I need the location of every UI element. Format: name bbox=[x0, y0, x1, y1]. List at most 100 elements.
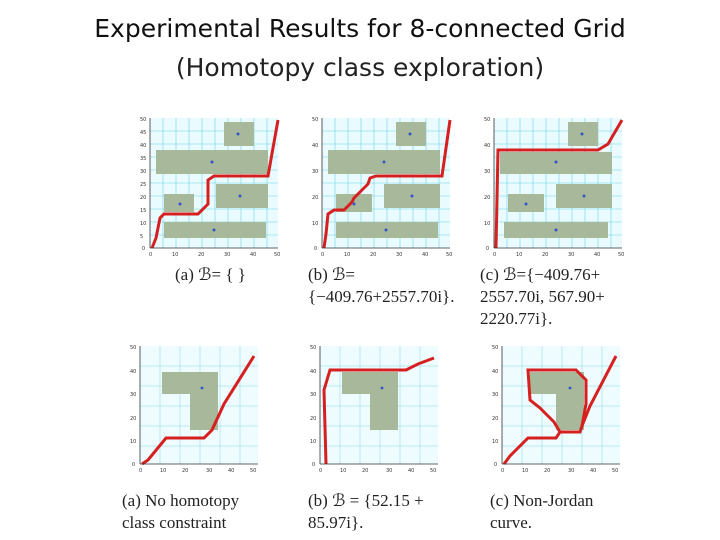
ytick: 20 bbox=[492, 416, 498, 422]
ytick: 50 bbox=[484, 117, 490, 123]
caption-line: class constraint bbox=[122, 513, 227, 532]
caption-line: (b) ℬ= bbox=[308, 265, 356, 284]
plot-top-c: 50 40 30 20 10 0 0 10 20 30 40 50 bbox=[482, 114, 632, 262]
ytick: 0 bbox=[142, 246, 145, 252]
ytick: 5 bbox=[140, 234, 143, 240]
xtick: 20 bbox=[370, 252, 376, 258]
xtick: 0 bbox=[493, 252, 496, 258]
xtick: 30 bbox=[568, 252, 574, 258]
ytick: 50 bbox=[130, 345, 136, 351]
caption-line: (c) ℬ={−409.76+ bbox=[480, 265, 601, 284]
xtick: 50 bbox=[250, 468, 256, 474]
xtick: 20 bbox=[182, 468, 188, 474]
xtick: 50 bbox=[430, 468, 436, 474]
plot-bottom-b: 50 40 30 20 10 0 0 10 20 30 40 50 bbox=[308, 342, 448, 478]
ytick: 30 bbox=[484, 169, 490, 175]
ytick: 10 bbox=[130, 439, 136, 445]
xtick: 40 bbox=[590, 468, 596, 474]
xtick: 10 bbox=[160, 468, 166, 474]
xtick: 40 bbox=[422, 252, 428, 258]
xtick: 30 bbox=[206, 468, 212, 474]
path-bottom-c-loop bbox=[526, 368, 588, 433]
ytick: 40 bbox=[492, 369, 498, 375]
caption-top-c: (c) ℬ={−409.76+ 2557.70i, 567.90+ 2220.7… bbox=[480, 264, 605, 330]
ytick: 30 bbox=[310, 392, 316, 398]
plot-bottom-a: 50 40 30 20 10 0 0 10 20 30 40 50 bbox=[128, 342, 268, 478]
xtick: 40 bbox=[228, 468, 234, 474]
ytick: 10 bbox=[310, 439, 316, 445]
xtick: 30 bbox=[396, 252, 402, 258]
plot-bottom-c: 50 40 30 20 10 0 0 10 20 30 40 50 bbox=[490, 342, 630, 478]
xtick: 50 bbox=[618, 252, 624, 258]
xtick: 40 bbox=[250, 252, 256, 258]
slide-title: Experimental Results for 8-connected Gri… bbox=[94, 14, 626, 43]
xtick: 40 bbox=[594, 252, 600, 258]
ytick: 50 bbox=[140, 117, 146, 123]
ytick: 50 bbox=[492, 345, 498, 351]
caption-line: {−409.76+2557.70i}. bbox=[308, 287, 455, 306]
xtick: 20 bbox=[362, 468, 368, 474]
xtick: 0 bbox=[319, 468, 322, 474]
ytick: 30 bbox=[140, 169, 146, 175]
ytick: 40 bbox=[312, 143, 318, 149]
ytick: 35 bbox=[140, 156, 146, 162]
xtick: 0 bbox=[139, 468, 142, 474]
ytick: 10 bbox=[140, 221, 146, 227]
xtick: 30 bbox=[224, 252, 230, 258]
xtick: 20 bbox=[542, 252, 548, 258]
ytick: 25 bbox=[140, 182, 146, 188]
ytick: 0 bbox=[132, 462, 135, 468]
caption-line: 85.97i}. bbox=[308, 513, 364, 532]
caption-top-a: (a) ℬ= { } bbox=[175, 264, 246, 286]
xtick: 10 bbox=[522, 468, 528, 474]
xtick: 30 bbox=[386, 468, 392, 474]
ytick: 20 bbox=[130, 416, 136, 422]
ytick: 30 bbox=[492, 392, 498, 398]
xtick: 20 bbox=[544, 468, 550, 474]
xtick: 10 bbox=[516, 252, 522, 258]
ytick: 0 bbox=[312, 462, 315, 468]
plot-top-a: 50 45 40 35 30 25 20 15 10 5 0 0 10 20 3… bbox=[138, 114, 288, 262]
path-top-b bbox=[322, 119, 452, 249]
xtick: 30 bbox=[568, 468, 574, 474]
ytick: 40 bbox=[130, 369, 136, 375]
ytick: 10 bbox=[484, 221, 490, 227]
ytick: 10 bbox=[312, 221, 318, 227]
path-top-c bbox=[494, 119, 624, 249]
ytick: 40 bbox=[484, 143, 490, 149]
ytick: 10 bbox=[492, 439, 498, 445]
ytick: 20 bbox=[484, 195, 490, 201]
caption-line: 2557.70i, 567.90+ bbox=[480, 287, 605, 306]
caption-line: (c) Non-Jordan bbox=[490, 491, 594, 510]
caption-top-b: (b) ℬ= {−409.76+2557.70i}. bbox=[308, 264, 454, 308]
ytick: 0 bbox=[314, 246, 317, 252]
xtick: 10 bbox=[340, 468, 346, 474]
ytick: 40 bbox=[310, 369, 316, 375]
caption-line: (b) ℬ = {52.15 + bbox=[308, 491, 424, 510]
path-bottom-b bbox=[322, 356, 435, 465]
xtick: 50 bbox=[274, 252, 280, 258]
xtick: 0 bbox=[149, 252, 152, 258]
ytick: 30 bbox=[312, 169, 318, 175]
xtick: 50 bbox=[446, 252, 452, 258]
xtick: 10 bbox=[344, 252, 350, 258]
ytick: 30 bbox=[130, 392, 136, 398]
caption-bottom-c: (c) Non-Jordan curve. bbox=[490, 490, 593, 534]
ytick: 15 bbox=[140, 208, 146, 214]
ytick: 40 bbox=[140, 143, 146, 149]
caption-bottom-a: (a) No homotopy class constraint bbox=[122, 490, 239, 534]
slide-subtitle: (Homotopy class exploration) bbox=[175, 53, 545, 82]
caption-line: (a) ℬ= { } bbox=[175, 265, 246, 284]
caption-line: (a) No homotopy bbox=[122, 491, 240, 510]
xtick: 10 bbox=[172, 252, 178, 258]
path-top-a bbox=[150, 119, 280, 249]
caption-bottom-b: (b) ℬ = {52.15 + 85.97i}. bbox=[308, 490, 424, 534]
ytick: 20 bbox=[312, 195, 318, 201]
xtick: 20 bbox=[198, 252, 204, 258]
ytick: 20 bbox=[310, 416, 316, 422]
caption-line: curve. bbox=[490, 513, 533, 532]
plot-top-b: 50 40 30 20 10 0 0 10 20 30 40 50 bbox=[310, 114, 460, 262]
ytick: 20 bbox=[140, 195, 146, 201]
xtick: 0 bbox=[321, 252, 324, 258]
caption-line: 2220.77i}. bbox=[480, 309, 553, 328]
